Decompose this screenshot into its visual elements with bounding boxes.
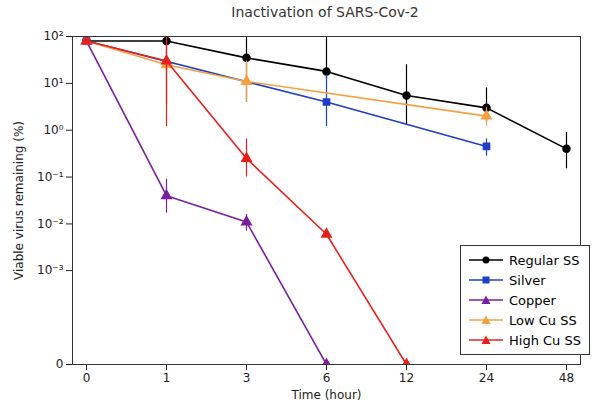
svg-text:24: 24 — [479, 371, 494, 385]
svg-text:12: 12 — [399, 371, 414, 385]
html-text:Low Cu SS: Low Cu SS — [509, 312, 577, 328]
svg-text:10⁻¹: 10⁻¹ — [37, 170, 64, 184]
svg-text:10¹: 10¹ — [43, 76, 63, 90]
html-text:Copper: Copper — [509, 292, 556, 308]
svg-text:48: 48 — [559, 371, 574, 385]
svg-text:0: 0 — [83, 371, 91, 385]
svg-text:1: 1 — [163, 371, 171, 385]
svg-text:10²: 10² — [43, 29, 63, 43]
svg-text:6: 6 — [323, 371, 331, 385]
html-text:Regular SS: Regular SS — [509, 252, 580, 268]
svg-text:Time (hour): Time (hour) — [290, 388, 361, 402]
svg-text:Viable virus remaining (%): Viable virus remaining (%) — [12, 121, 26, 280]
svg-text:10⁻²: 10⁻² — [37, 217, 64, 231]
html-text:High Cu SS: High Cu SS — [509, 332, 581, 348]
svg-text:10⁰: 10⁰ — [43, 123, 63, 137]
svg-text:10⁻³: 10⁻³ — [37, 263, 64, 277]
svg-text:0: 0 — [56, 357, 64, 371]
html-text:Silver: Silver — [509, 272, 546, 288]
svg-text:3: 3 — [243, 371, 251, 385]
html-text:Inactivation of SARS-Cov-2: Inactivation of SARS-Cov-2 — [231, 4, 419, 20]
